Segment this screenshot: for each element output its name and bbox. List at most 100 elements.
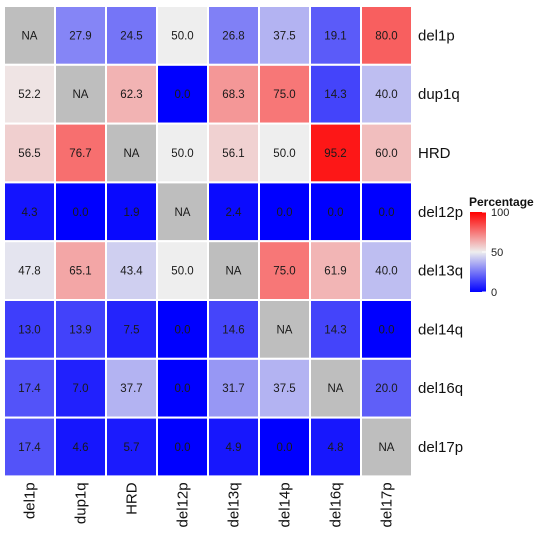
heatmap-cell <box>207 122 260 184</box>
heatmap-cell <box>207 181 260 243</box>
heatmap-cell <box>156 416 209 478</box>
heatmap-cell <box>105 357 158 419</box>
cell-value-label: 7.0 <box>73 383 89 395</box>
row-label: del14q <box>418 321 463 338</box>
cell-value-label: 50.0 <box>171 30 193 42</box>
heatmap-cell <box>360 5 413 66</box>
cell-value-label: 13.0 <box>18 324 40 336</box>
cell-value-label: 0.0 <box>277 442 293 454</box>
heatmap-cell <box>54 63 107 125</box>
heatmap-cell <box>360 416 413 478</box>
heatmap-cell <box>258 416 311 478</box>
cell-value-label: 50.0 <box>273 148 295 160</box>
legend-tick-label: 50 <box>491 247 503 259</box>
legend-ticks: 100 50 0 <box>482 207 509 299</box>
cell-value-label: 56.1 <box>222 148 244 160</box>
heatmap-cells: NA 27.9 24.5 50.0 26.8 37.5 19.1 80.0 52.2 NA 62.3… <box>3 5 413 478</box>
column-label: del1p <box>22 482 39 519</box>
row-label: del13q <box>418 263 463 280</box>
cell-value-label: NA <box>175 207 191 219</box>
cell-value-label: 62.3 <box>120 89 142 101</box>
legend-color-bar <box>470 212 486 292</box>
heatmap-cell <box>207 357 260 419</box>
cell-value-label: 40.0 <box>375 89 397 101</box>
cell-value-label: 13.9 <box>69 324 91 336</box>
legend-tick-label: 100 <box>491 207 509 219</box>
cell-value-label: NA <box>226 266 242 278</box>
cell-value-label: 60.0 <box>375 148 397 160</box>
cell-value-label: 40.0 <box>375 266 397 278</box>
heatmap-cell <box>105 122 158 184</box>
cell-value-label: 7.5 <box>124 324 140 336</box>
legend: Percentage 100 50 0 <box>469 195 534 299</box>
heatmap-cell <box>105 181 158 243</box>
cell-value-label: NA <box>379 442 395 454</box>
heatmap-cell <box>360 63 413 125</box>
column-label: del12p <box>175 482 192 527</box>
legend-title: Percentage <box>469 195 534 209</box>
heatmap-cell <box>258 357 311 419</box>
cell-value-label: 17.4 <box>18 383 41 395</box>
heatmap-cell <box>309 181 362 243</box>
heatmap-cell <box>258 63 311 125</box>
row-label: del16q <box>418 380 463 397</box>
heatmap-cell <box>3 5 56 66</box>
cell-value-label: NA <box>328 383 344 395</box>
cell-value-label: 56.5 <box>18 148 40 160</box>
cell-value-label: 4.8 <box>328 442 344 454</box>
cell-value-label: 37.5 <box>273 383 295 395</box>
heatmap-cell <box>309 357 362 419</box>
cell-value-label: 20.0 <box>375 383 397 395</box>
cell-value-label: 4.9 <box>226 442 242 454</box>
cell-value-label: 37.7 <box>120 383 142 395</box>
heatmap-cell <box>156 63 209 125</box>
cell-value-label: 17.4 <box>18 442 41 454</box>
heatmap-cell <box>360 122 413 184</box>
heatmap-cell <box>54 357 107 419</box>
cell-value-label: NA <box>124 148 140 160</box>
column-label: del14p <box>277 482 294 527</box>
cell-value-label: 80.0 <box>375 30 397 42</box>
cell-value-label: 76.7 <box>69 148 91 160</box>
column-label: HRD <box>124 482 141 515</box>
cell-value-label: 0.0 <box>328 207 344 219</box>
cell-value-label: 27.9 <box>69 30 91 42</box>
cell-value-label: NA <box>73 89 89 101</box>
cell-value-label: 14.6 <box>222 324 244 336</box>
row-labels: del1p dup1q HRD del12p del13q del14q del16q del… <box>418 27 463 456</box>
column-label: dup1q <box>73 482 90 524</box>
cell-value-label: 1.9 <box>124 207 140 219</box>
heatmap-cell <box>207 299 260 360</box>
heatmap-cell <box>3 357 56 419</box>
row-label: del1p <box>418 27 455 44</box>
heatmap-cell <box>258 122 311 184</box>
cell-value-label: 2.4 <box>226 207 243 219</box>
cell-value-label: 0.0 <box>73 207 89 219</box>
row-label: del17p <box>418 439 463 456</box>
cell-value-label: 52.2 <box>18 89 40 101</box>
cell-value-label: 50.0 <box>171 266 193 278</box>
cell-value-label: 14.3 <box>324 324 346 336</box>
column-labels: del1p dup1q HRD del12p del13q del14p del16q del… <box>22 482 396 527</box>
cell-value-label: 43.4 <box>120 266 143 278</box>
heatmap-cell <box>360 357 413 419</box>
heatmap-cell <box>258 5 311 66</box>
cell-value-label: 75.0 <box>273 266 295 278</box>
cell-value-label: NA <box>277 324 293 336</box>
cell-value-label: 24.5 <box>120 30 142 42</box>
cell-value-label: 0.0 <box>175 324 191 336</box>
cell-value-label: 14.3 <box>324 89 346 101</box>
cell-value-label: 0.0 <box>175 442 191 454</box>
cell-value-label: 19.1 <box>324 30 346 42</box>
heatmap-cell <box>258 299 311 360</box>
cell-value-label: 75.0 <box>273 89 295 101</box>
heatmap-cell <box>3 122 56 184</box>
cell-value-label: 26.8 <box>222 30 244 42</box>
cell-value-label: 0.0 <box>379 324 395 336</box>
column-label: del13q <box>226 482 243 527</box>
row-label: dup1q <box>418 86 460 103</box>
heatmap-cell <box>156 240 209 301</box>
cell-value-label: 0.0 <box>277 207 293 219</box>
cell-value-label: 50.0 <box>171 148 193 160</box>
